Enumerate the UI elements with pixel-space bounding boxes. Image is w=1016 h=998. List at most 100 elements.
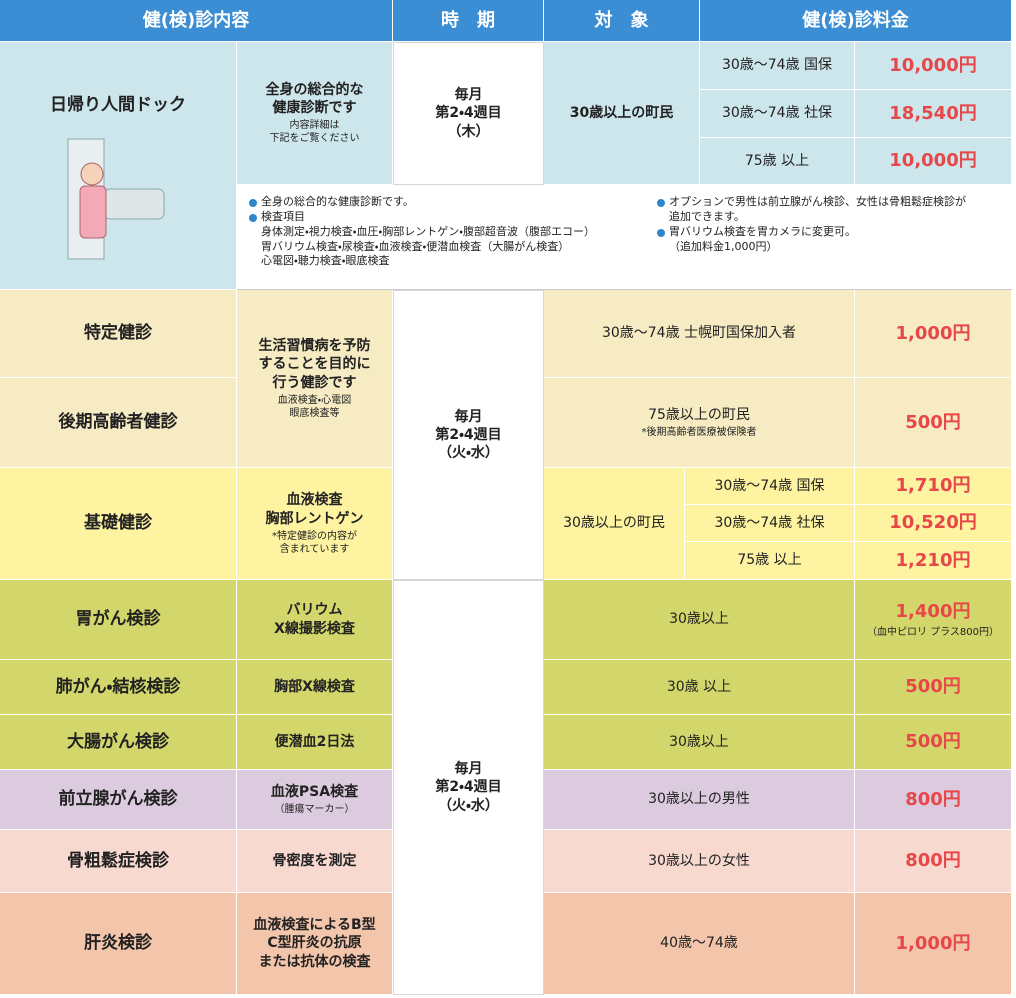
fee-cell: 500円 (855, 715, 1012, 770)
note: （腫瘍マーカー） (274, 804, 355, 816)
exam-name: 特定健診 (84, 323, 152, 344)
fee: 1,000円 (895, 322, 971, 344)
machine-arm (103, 188, 165, 220)
person-head (80, 162, 104, 186)
header-text: 時 期 (441, 9, 495, 31)
exam-name: 日帰り人間ドック (50, 95, 186, 115)
exam-name: 骨粗鬆症検診 (67, 850, 169, 871)
exam-content: 胸部X線検査 (237, 660, 393, 715)
age: 75歳 以上 (744, 152, 810, 169)
exam-content: 生活習慣病を予防 することを目的に 行う健診です 血液検査・心電図 眼底検査等 (237, 290, 393, 468)
fee-cell: 800円 (855, 830, 1012, 893)
fee-cell: 1,000円 (855, 893, 1012, 995)
fee-cell: 500円 (855, 660, 1012, 715)
timing: 毎月 第2・4週目 （火・水） (393, 290, 544, 580)
tier-fee: 10,000円 (855, 42, 1012, 90)
fee: 500円 (905, 731, 961, 753)
tier-fee: 1,210円 (855, 542, 1012, 580)
fee-cell: 800円 (855, 770, 1012, 830)
exam-content: 便潜血2日法 (237, 715, 393, 770)
note: *特定健診の内容が 含まれています (272, 530, 357, 555)
tier-fee: 1,710円 (855, 468, 1012, 505)
illustration (67, 138, 165, 260)
exam-name-cell: 肺がん・結核検診 (0, 660, 237, 715)
target: 75歳以上の町民 *後期高齢者医療被保険者 (544, 378, 855, 468)
exam-name-cell: 基礎健診 (0, 468, 237, 580)
note: *後期高齢者医療被保険者 (641, 427, 757, 439)
exam-name-cell: 胃がん検診 (0, 580, 237, 660)
header-text: 健(検)診内容 (142, 9, 250, 31)
dock-timing: 毎月 第2・4週目 （木） (393, 42, 544, 185)
exam-content: 血液検査によるB型 C型肝炎の抗原 または抗体の検査 (237, 893, 393, 995)
age: 30歳～74歳 国保 (714, 477, 825, 494)
exam-name-cell: 大腸がん検診 (0, 715, 237, 770)
tier-age: 30歳～74歳 社保 (700, 90, 855, 138)
age: 30歳～74歳 国保 (721, 57, 833, 74)
fee-note: （血中ピロリ プラス800円） (866, 626, 1000, 638)
age: 75歳 以上 (737, 552, 802, 569)
fee-cell: 1,000円 (855, 290, 1012, 378)
target: 40歳～74歳 (544, 893, 855, 995)
target: 30歳～74歳 士幌町国保加入者 (601, 325, 797, 342)
target: 30歳以上の男性 (648, 791, 750, 808)
details-left: 全身の総合的な健康診断です。 検査項目 身体測定・視力検査・血圧・胸部レントゲン… (249, 195, 595, 269)
fee: 1,000円 (895, 932, 971, 954)
age: 30歳～74歳 社保 (714, 514, 825, 531)
description: 胸部X線検査 (274, 678, 355, 695)
exam-name-cell: 前立腺がん検診 (0, 770, 237, 830)
target: 30歳以上 (544, 580, 855, 660)
target: 30歳以上の町民 (563, 515, 665, 532)
target: 30歳以上の女性 (648, 852, 750, 869)
exam-content: 血液検査 胸部レントゲン *特定健診の内容が 含まれています (237, 468, 393, 580)
detail-item: 全身の総合的な健康診断です。 (249, 195, 595, 210)
dock-target: 30歳以上の町民 (544, 42, 700, 185)
age: 30歳～74歳 社保 (721, 105, 833, 122)
exam-content: バリウム X線撮影検査 (237, 580, 393, 660)
description: 便潜血2日法 (274, 733, 355, 750)
tier-age: 75歳 以上 (700, 138, 855, 185)
note: 血液検査・心電図 眼底検査等 (277, 394, 352, 419)
dock-name-cell: 日帰り人間ドック (0, 42, 237, 290)
exam-name: 肝炎検診 (84, 933, 152, 954)
exam-name: 大腸がん検診 (67, 731, 169, 752)
timing: 毎月 第2・4週目 （火・水） (435, 408, 502, 462)
fee: 10,520円 (889, 512, 977, 534)
person-body (79, 185, 107, 239)
fee: 10,000円 (889, 150, 977, 172)
dock-details: 全身の総合的な健康診断です。 検査項目 身体測定・視力検査・血圧・胸部レントゲン… (237, 185, 1012, 290)
exam-name: 後期高齢者健診 (58, 412, 178, 433)
fee-cell: 500円 (855, 378, 1012, 468)
timing: 毎月 第2・4週目 （木） (435, 87, 502, 140)
header-text: 対 象 (594, 9, 649, 31)
target: 30歳 以上 (666, 678, 732, 695)
fee: 1,210円 (895, 549, 971, 571)
header-cell: 健(検)診料金 (700, 0, 1012, 42)
fee: 10,000円 (889, 54, 977, 76)
detail-item: オプションで男性は前立腺がん検診、女性は骨粗鬆症検診が 追加できます。 (657, 195, 966, 225)
description: 血液検査 胸部レントゲン (265, 492, 364, 527)
target: 30歳以上の町民 (569, 104, 674, 121)
target: 40歳～74歳 (660, 935, 738, 952)
fee: 500円 (905, 676, 961, 698)
exam-name: 基礎健診 (84, 513, 152, 534)
tier-age: 30歳～74歳 国保 (700, 42, 855, 90)
fee: 800円 (905, 788, 961, 810)
exam-name: 前立腺がん検診 (58, 789, 178, 810)
tier-fee: 10,000円 (855, 138, 1012, 185)
timing: 毎月 第2・4週目 （火・水） (393, 580, 544, 995)
target: 30歳以上 (544, 715, 855, 770)
exam-content: 骨密度を測定 (237, 830, 393, 893)
exam-name-cell: 特定健診 (0, 290, 237, 378)
fee-cell: 1,400円 （血中ピロリ プラス800円） (855, 580, 1012, 660)
exam-name: 胃がん検診 (75, 609, 161, 630)
details-right: オプションで男性は前立腺がん検診、女性は骨粗鬆症検診が 追加できます。 胃バリウ… (657, 195, 966, 254)
exam-name-cell: 後期高齢者健診 (0, 378, 237, 468)
target: 30歳以上の女性 (544, 830, 855, 893)
detail-item: 検査項目 (249, 210, 595, 225)
description: 血液検査によるB型 C型肝炎の抗原 または抗体の検査 (253, 917, 376, 970)
note: 内容詳細は 下記をご覧ください (269, 120, 360, 145)
target: 30歳～74歳 士幌町国保加入者 (544, 290, 855, 378)
fee: 800円 (905, 850, 961, 872)
target: 30歳以上 (669, 611, 729, 628)
